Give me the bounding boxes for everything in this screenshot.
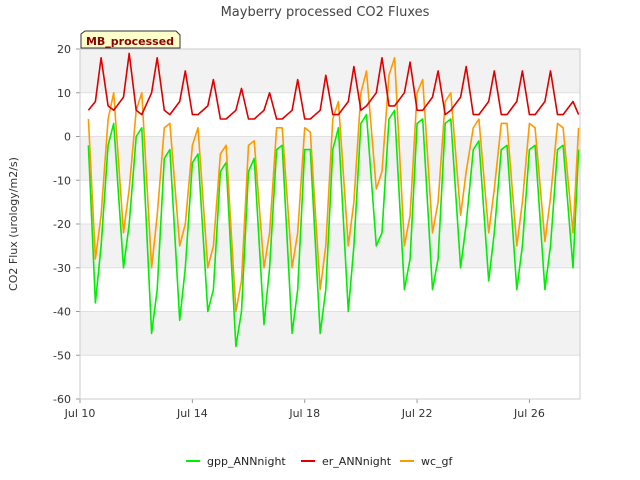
y-axis-title: CO2 Flux (urology/m2/s)	[7, 157, 20, 291]
x-tick-label: Jul 18	[288, 407, 320, 420]
y-tick-label: 0	[64, 131, 71, 144]
y-tick-label: -10	[53, 174, 71, 187]
y-tick-label: -30	[53, 262, 71, 275]
legend-label-er_ANNnight: er_ANNnight	[322, 455, 392, 468]
x-axis: Jul 10 Jul 14 Jul 18 Jul 22 Jul 26	[64, 399, 545, 420]
grid-band	[80, 267, 580, 312]
badge: MB_processed	[80, 30, 181, 49]
badge-box	[80, 30, 181, 49]
legend: gpp_ANNnight er_ANNnight wc_gf	[186, 455, 454, 468]
y-tick-label: -50	[53, 349, 71, 362]
series-line-er_ANNnight	[87, 52, 580, 120]
chart-title: Mayberry processed CO2 Fluxes	[221, 5, 430, 20]
x-tick-label: Jul 22	[401, 407, 433, 420]
y-tick-label: -40	[53, 306, 71, 319]
grid-band	[80, 224, 580, 268]
y-tick-label: 10	[57, 87, 71, 100]
series-lines	[87, 52, 580, 348]
x-tick-label: Jul 10	[64, 407, 96, 420]
plot-border	[79, 48, 581, 400]
y-axis: 20 10 0 -10 -20 -30 -40 -50 -60	[53, 43, 80, 406]
grid-band	[80, 311, 580, 356]
y-tick-label: -60	[53, 393, 71, 406]
series-line-gpp_ANNnight	[87, 109, 580, 348]
x-tick-label: Jul 26	[513, 407, 545, 420]
legend-label-gpp_ANNnight: gpp_ANNnight	[207, 455, 286, 468]
y-tick-label: -20	[53, 218, 71, 231]
series-line-wc_gf	[87, 56, 580, 313]
y-tick-label: 20	[57, 43, 71, 56]
grid-band	[80, 355, 580, 399]
badge-label: MB_processed	[86, 35, 174, 48]
legend-label-wc_gf: wc_gf	[421, 455, 454, 468]
x-tick-label: Jul 14	[176, 407, 208, 420]
